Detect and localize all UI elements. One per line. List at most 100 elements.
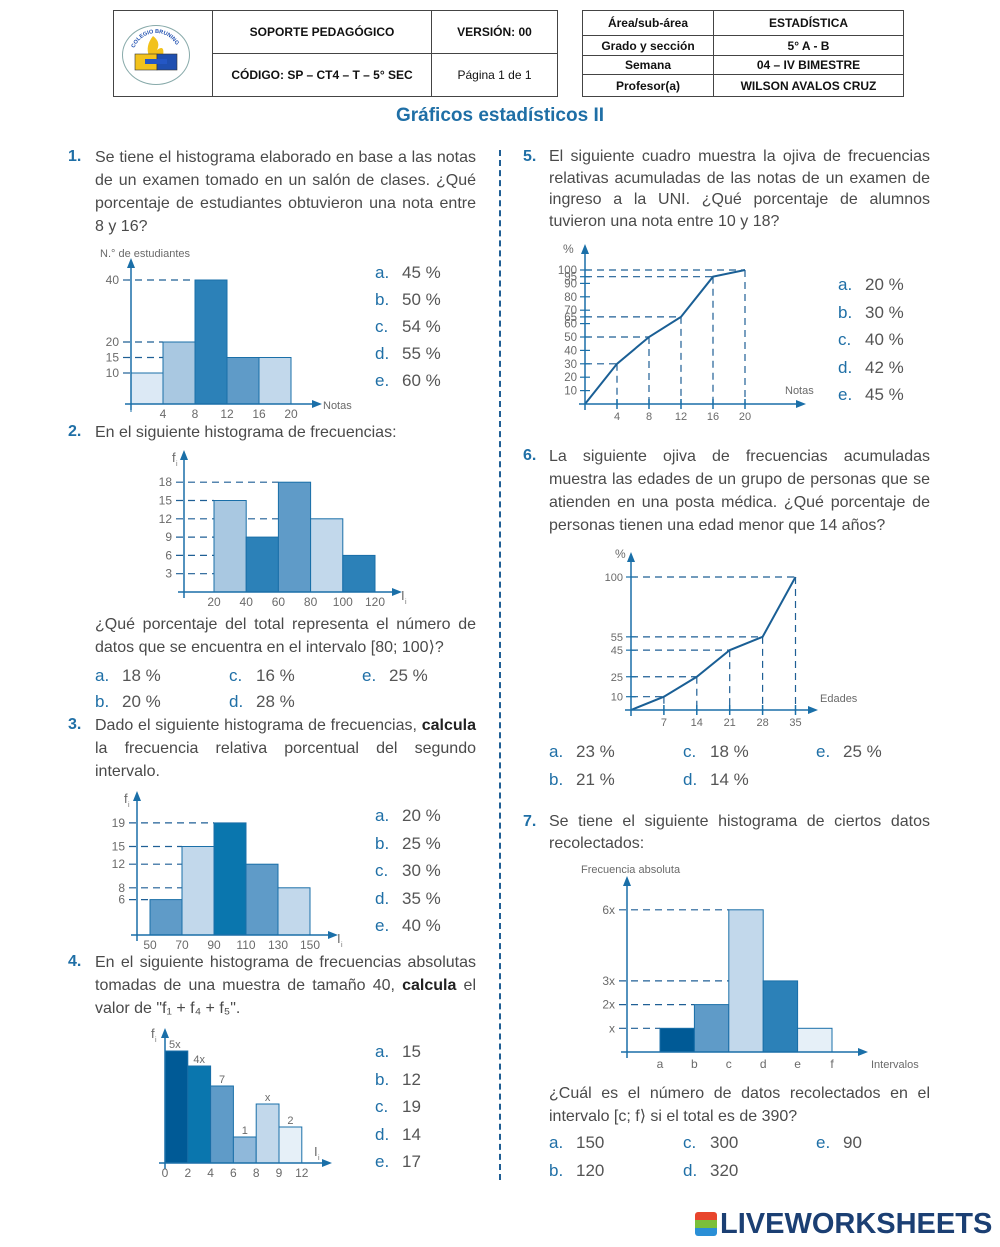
option-letter: d. [375,344,390,363]
liveworksheets-logo-icon [695,1212,717,1236]
doc-code: CÓDIGO: SP – CT4 – T – 5° SEC [212,53,432,97]
q7-option-a[interactable]: a. 150 [549,1133,604,1153]
q2-x-tick-label: 100 [333,595,353,609]
q3-option-e[interactable]: e. 40 % [375,916,441,936]
q6-ogive-line [630,576,797,711]
option-value: 30 % [402,861,441,880]
q7-y-axis-label: Frecuencia absoluta [581,864,681,876]
q6-option-b[interactable]: b. 21 % [549,770,615,790]
q7-x-tick-label: a [657,1057,664,1071]
q3-x-tick-label: 90 [207,938,221,952]
question-2-text-2: ¿Qué porcentaje del total representa el … [95,616,476,656]
option-letter: a. [549,1133,564,1152]
q7-bar [797,1027,833,1053]
option-letter: a. [375,1042,390,1061]
q7-option-d[interactable]: d. 320 [683,1161,738,1181]
q2-y-tick-label: 9 [165,530,172,544]
text: el valor de "f₁ + f₄ + f₅". [95,977,476,1017]
q6-y-tick-label: 25 [611,672,623,684]
option-letter: c. [683,1133,697,1152]
q6-x-tick-label: 14 [691,717,703,729]
q5-option-c[interactable]: c. 40 % [838,330,904,350]
q3-y-tick-label: 6 [118,893,125,907]
option-value: 90 [843,1133,862,1152]
option-value: 54 % [402,317,441,336]
question-number: 3. [68,716,82,733]
q7-y-tick-label: 6x [602,903,615,917]
q7-x-tick-label: c [726,1057,732,1071]
q4-option-a[interactable]: a. 15 [375,1042,421,1062]
q7-option-c[interactable]: c. 300 [683,1133,738,1153]
text: En el siguiente histograma de frecuencia… [95,954,476,994]
q4-x-tick-label: 2 [184,1166,191,1180]
q4-x-tick-label: 9 [276,1166,283,1180]
q3-x-axis-label: I [337,931,341,946]
q1-option-a[interactable]: a. 45 % [375,263,441,283]
q3-y-tick-label: 19 [112,816,126,830]
q6-option-d[interactable]: d. 14 % [683,770,749,790]
q1-option-e[interactable]: e. 60 % [375,371,441,391]
q7-option-e[interactable]: e. 90 [816,1133,862,1153]
question-4-text: En el siguiente histograma de frecuencia… [95,951,476,1020]
q4-y-axis-label: f [151,1026,155,1041]
q2-bar [277,481,312,593]
option-letter: e. [362,666,377,685]
q3-bar [149,899,183,936]
q6-option-e[interactable]: e. 25 % [816,742,882,762]
q5-option-b[interactable]: b. 30 % [838,303,904,323]
q1-x-tick-label: 20 [284,407,298,421]
q5-option-a[interactable]: a. 20 % [838,275,904,295]
option-letter: c. [375,1097,389,1116]
page-title: Gráficos estadísticos II [395,105,605,126]
q1-y-tick-label: 20 [106,335,120,349]
info-label: Profesor(a) [582,74,714,97]
q3-option-b[interactable]: b. 25 % [375,834,441,854]
question-3-text: Dado el siguiente histograma de frecuenc… [95,714,476,783]
info-value: WILSON AVALOS CRUZ [713,74,904,97]
q6-y-tick-label: 100 [605,572,623,584]
q6-option-c[interactable]: c. 18 % [683,742,749,762]
q4-option-c[interactable]: c. 19 [375,1097,421,1117]
option-letter: c. [375,861,389,880]
q1-option-d[interactable]: d. 55 % [375,344,441,364]
q4-option-d[interactable]: d. 14 [375,1125,421,1145]
q2-option-c[interactable]: c. 16 % [229,666,295,686]
q5-option-d[interactable]: d. 42 % [838,358,904,378]
q5-x-tick-label: 4 [614,411,620,423]
q2-option-b[interactable]: b. 20 % [95,692,161,712]
q3-option-c[interactable]: c. 30 % [375,861,441,881]
option-value: 15 [402,1042,421,1061]
option-value: 20 % [865,275,904,294]
q7-option-b[interactable]: b. 120 [549,1161,604,1181]
option-value: 20 % [402,806,441,825]
q7-y-arrow-icon [623,876,631,886]
bold-text: calcula [421,717,476,734]
option-value: 30 % [865,302,904,322]
q2-option-e[interactable]: e. 25 % [362,666,428,686]
q7-bar [659,1027,695,1053]
q1-bar [162,341,196,405]
q4-option-e[interactable]: e. 17 [375,1152,421,1172]
q1-option-b[interactable]: b. 50 % [375,290,441,310]
q6-x-axis-label: Edades [820,693,858,705]
option-value: 23 % [576,742,615,761]
q1-bar [258,357,292,405]
q3-option-d[interactable]: d. 35 % [375,889,441,909]
option-value: 20 % [122,692,161,711]
option-value: 18 % [122,666,161,685]
q1-option-c[interactable]: c. 54 % [375,317,441,337]
q7-x-tick-label: b [691,1057,698,1071]
q4-option-b[interactable]: b. 12 [375,1070,421,1090]
q6-x-tick-label: 35 [789,717,801,729]
q5-option-e[interactable]: e. 45 % [838,385,904,405]
q3-option-a[interactable]: a. 20 % [375,806,441,826]
q2-option-d[interactable]: d. 28 % [229,692,295,712]
q4-bar [187,1065,212,1164]
option-letter: d. [838,357,853,377]
q2-option-a[interactable]: a. 18 % [95,666,161,686]
q1-x-axis-label: Notas [323,400,352,412]
q7-x-arrow-icon [858,1048,868,1056]
q6-option-a[interactable]: a. 23 % [549,742,615,762]
q2-y-tick-label: 18 [159,475,173,489]
option-value: 120 [576,1161,605,1180]
